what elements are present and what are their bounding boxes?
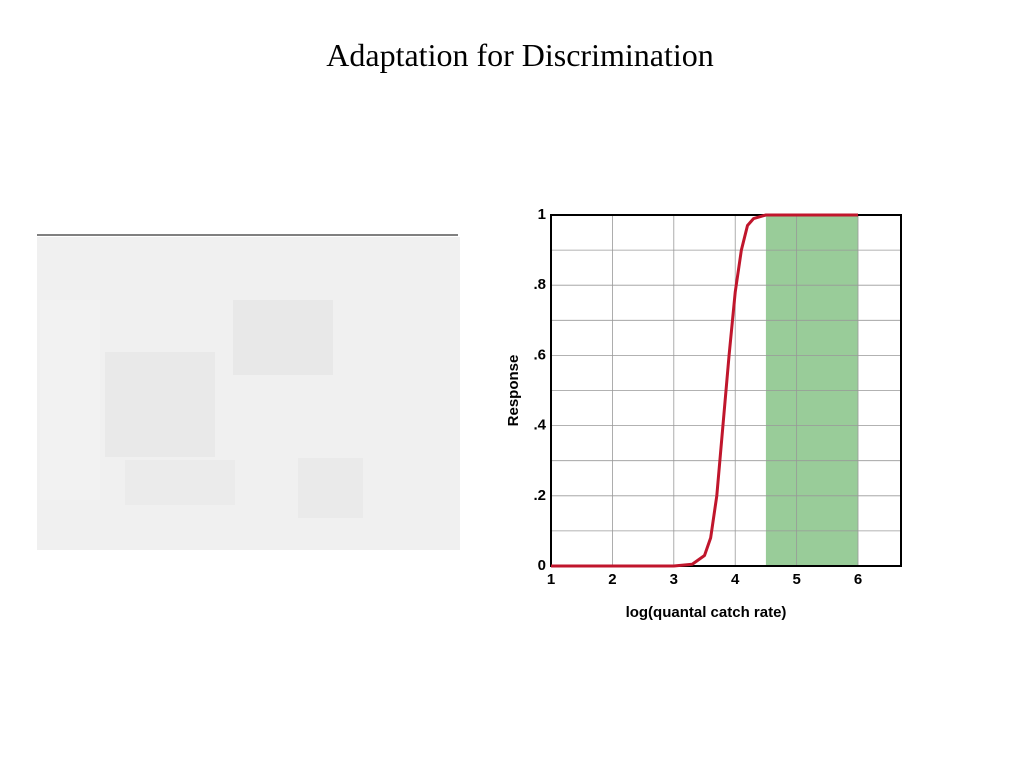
x-tick-label: 6 [854,571,862,588]
y-tick-label: 0 [538,557,546,574]
y-axis-label: Response [505,355,522,427]
y-tick-label: .4 [533,417,546,434]
x-tick-label: 5 [792,571,800,588]
x-tick-label: 3 [670,571,678,588]
y-tick-label: .2 [533,487,546,504]
y-tick-label: .6 [533,346,546,363]
x-axis-label: log(quantal catch rate) [626,604,787,621]
y-tick-label: 1 [538,206,546,223]
x-tick-label: 1 [547,571,555,588]
x-tick-label: 4 [731,571,740,588]
photo [37,234,460,550]
chart: 0 .2 .4 .6 .8 1 1 2 3 4 5 6 log(quantal catch rate) R… [505,206,902,621]
slide-title: Adaptation for Discrimination [326,37,713,73]
line [551,213,859,568]
y-tick-label: .8 [533,276,546,293]
plot-frame [550,214,902,567]
x-tick-label: 2 [608,571,616,588]
